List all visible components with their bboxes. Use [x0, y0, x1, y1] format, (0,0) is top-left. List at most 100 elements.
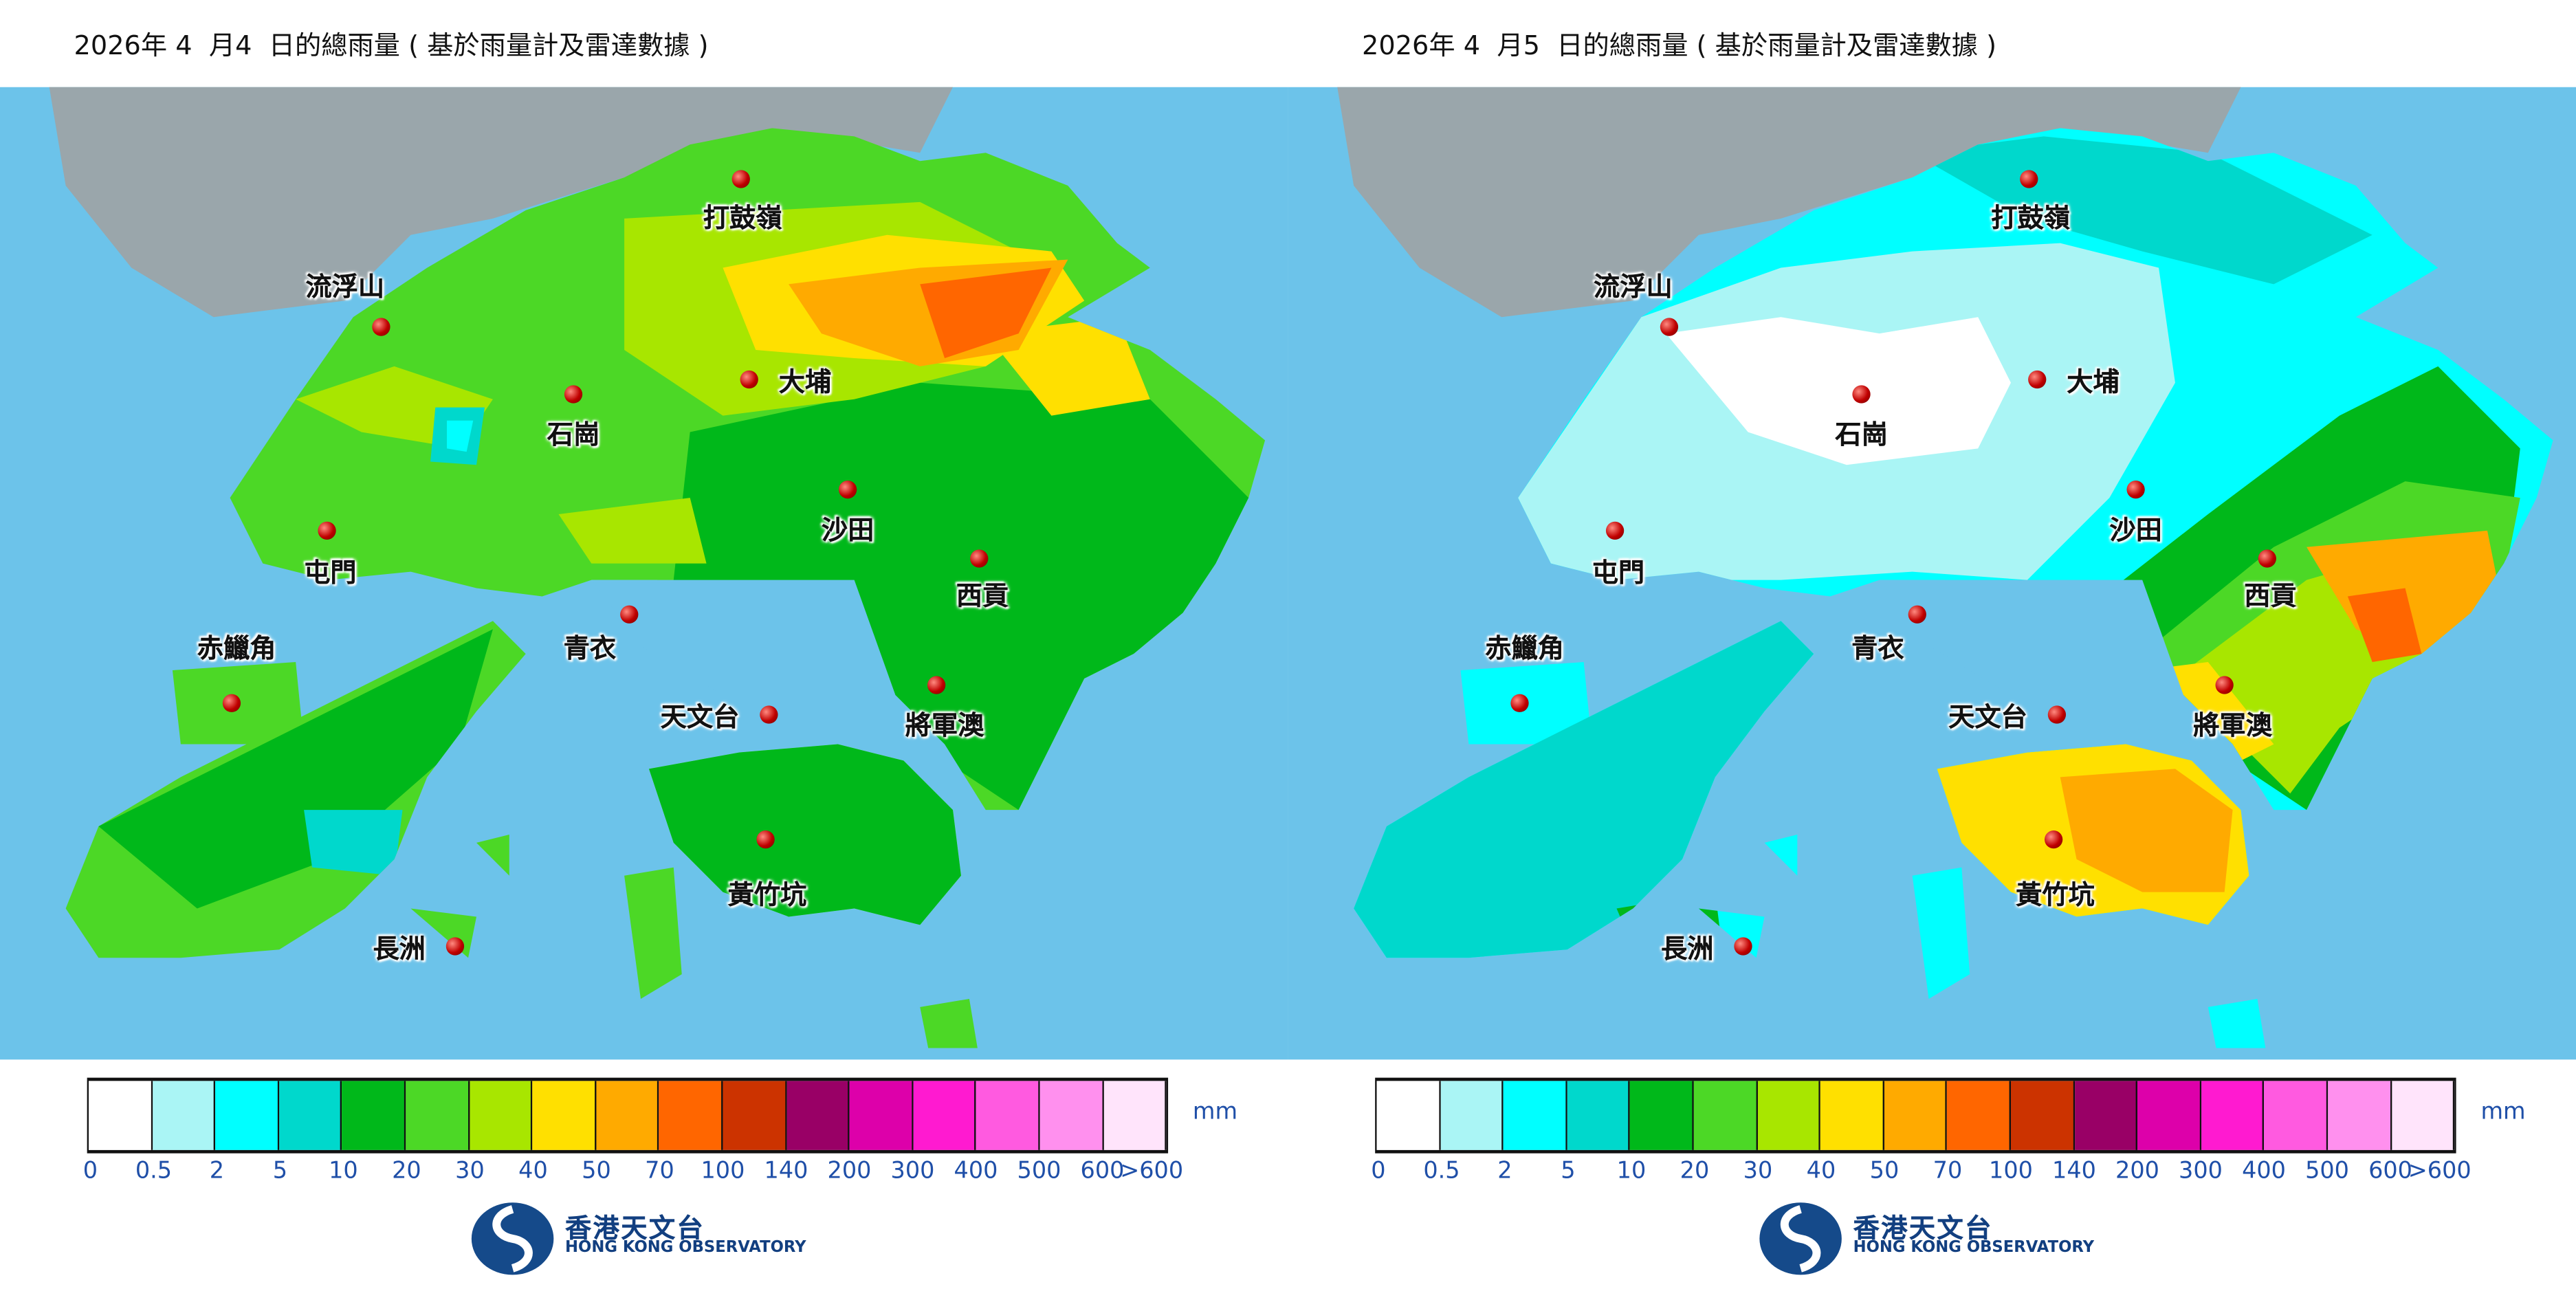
legend-tick-label: 140 [2052, 1158, 2096, 1185]
station-marker [445, 937, 465, 956]
legend-tick-label: 200 [827, 1158, 872, 1185]
station-label: 流浮山 [1593, 271, 1673, 302]
station-marker [1660, 318, 1679, 336]
legend-swatch [1504, 1081, 1567, 1150]
station-label: 打鼓嶺 [1991, 201, 2071, 234]
legend-tick-label: 500 [1017, 1158, 1061, 1185]
legend-swatch [723, 1081, 786, 1150]
legend-swatch [1376, 1081, 1440, 1150]
legend-tick-label: 10 [329, 1158, 358, 1185]
legend-swatch [532, 1081, 596, 1150]
legend-swatch [1039, 1081, 1103, 1150]
legend-tick-label: 70 [1933, 1158, 1963, 1185]
legend-tick-label: 40 [1806, 1158, 1836, 1185]
station-marker [2028, 370, 2047, 389]
legend-swatch [2327, 1081, 2392, 1150]
station-label: 流浮山 [305, 271, 385, 302]
legend-tick-label: 300 [890, 1158, 935, 1185]
shenzhen-urban-area [49, 87, 954, 318]
station-label: 黃竹坑 [2016, 879, 2095, 910]
hko-emblem-icon [471, 1202, 554, 1275]
map-canvas [0, 87, 1288, 1060]
hko-logo: 香港天文台 HONG KONG OBSERVATORY [470, 1199, 831, 1278]
rainfall-contour [2347, 588, 2422, 663]
station-marker [2047, 705, 2067, 724]
rainfall-map: 打鼓嶺 流浮山 大埔 石崗 沙田 屯門 西貢 青衣 赤鱲角 將軍澳 天文台 黃竹坑 長洲 [0, 87, 1288, 1060]
station-label: 赤鱲角 [197, 632, 276, 664]
legend-swatch [1693, 1081, 1757, 1150]
rainfall-contour [98, 629, 493, 909]
legend-tick-label: 100 [701, 1158, 745, 1185]
legend-unit: mm [2480, 1099, 2526, 1125]
legend-tick-label: 2 [209, 1158, 225, 1185]
victoria-harbour [591, 580, 896, 695]
rainfall-contour [1354, 621, 1814, 958]
legend-swatch [1884, 1081, 1948, 1150]
station-label: 屯門 [304, 557, 357, 588]
legend-swatch [2137, 1081, 2201, 1150]
station-label: 西貢 [2244, 580, 2297, 611]
station-marker [838, 480, 857, 499]
legend-unit: mm [1192, 1099, 1238, 1125]
station-marker [740, 370, 758, 389]
station-marker [2215, 676, 2234, 694]
station-marker [756, 830, 775, 849]
station-label: 將軍澳 [2193, 709, 2272, 741]
legend-swatch [2264, 1081, 2328, 1150]
rainfall-contour [2060, 769, 2233, 892]
station-marker [2044, 830, 2063, 849]
shenzhen-urban-area [1337, 87, 2241, 318]
station-marker [927, 676, 946, 694]
legend-swatch [152, 1081, 216, 1150]
station-label: 將軍澳 [905, 709, 984, 741]
legend-tick-label: 0.5 [1423, 1158, 1460, 1185]
legend-swatch [1103, 1081, 1167, 1150]
legend-swatch [1630, 1081, 1694, 1150]
legend-tick-label: 300 [2179, 1158, 2223, 1185]
legend-swatch [89, 1081, 153, 1150]
rainfall-contour [304, 810, 403, 876]
legend-tick-label: 140 [764, 1158, 808, 1185]
legend-ticks: 0 0.5 2 5 10 20 30 40 50 70 100 140 200 300 400 500 600 >… [0, 1158, 1288, 1188]
legend-swatch [2074, 1081, 2138, 1150]
rainfall-contour [648, 744, 961, 925]
station-label: 大埔 [778, 366, 832, 398]
station-label: 西貢 [956, 580, 1009, 611]
legend-swatch [2010, 1081, 2075, 1150]
legend-tick-label: 40 [518, 1158, 548, 1185]
station-label: 沙田 [2109, 514, 2162, 546]
station-label: 天文台 [1948, 701, 2027, 733]
legend-tick-label: 100 [1989, 1158, 2033, 1185]
legend-swatch [469, 1081, 533, 1150]
station-marker [970, 549, 989, 568]
station-label: 赤鱲角 [1485, 632, 1565, 664]
station-marker [372, 318, 390, 336]
hko-emblem-icon [1759, 1202, 1842, 1275]
legend-tick-label: 600 [2368, 1158, 2412, 1185]
station-label: 沙田 [821, 514, 874, 546]
legend-tick-label: >600 [1120, 1158, 1184, 1185]
station-label: 長洲 [373, 933, 426, 965]
legend-tick-label: 10 [1616, 1158, 1647, 1185]
rainfall-contour [1666, 317, 2011, 465]
legend-swatch [1947, 1081, 2011, 1150]
legend-swatch [913, 1081, 977, 1150]
legend-swatch [595, 1081, 660, 1150]
color-scale-legend [1375, 1077, 2456, 1154]
station-label: 黃竹坑 [727, 879, 807, 910]
station-marker [1908, 605, 1926, 624]
legend-swatch [1757, 1081, 1821, 1150]
victoria-harbour [1879, 580, 2183, 695]
station-label: 天文台 [660, 701, 740, 733]
station-marker [731, 170, 750, 188]
station-marker [2126, 480, 2145, 499]
station-label: 大埔 [2067, 366, 2120, 398]
station-label: 屯門 [1592, 557, 1645, 588]
legend-tick-label: 400 [954, 1158, 998, 1185]
station-marker [2258, 549, 2276, 568]
legend-ticks: 0 0.5 2 5 10 20 30 40 50 70 100 140 200 300 400 500 600 >… [1288, 1158, 2576, 1188]
legend-swatch [786, 1081, 850, 1150]
legend-tick-label: >600 [2408, 1158, 2472, 1185]
legend-tick-label: 0 [1371, 1158, 1386, 1185]
color-scale-legend [87, 1077, 1169, 1154]
